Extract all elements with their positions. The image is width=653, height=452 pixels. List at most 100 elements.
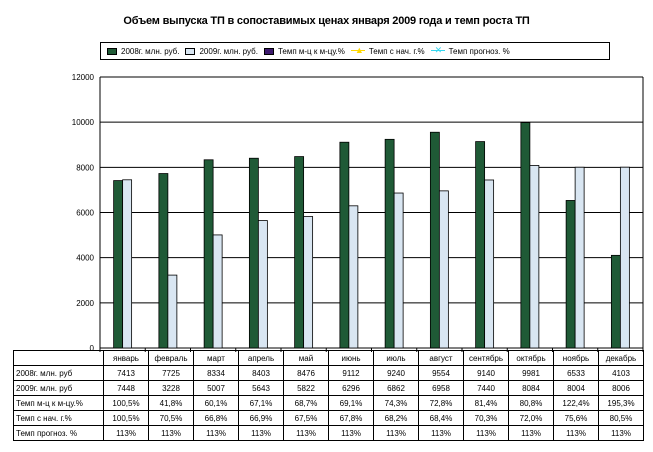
table-cell: 72,0%	[508, 410, 554, 426]
row-label: 2009г. млн. руб	[13, 380, 104, 396]
category-label: июнь	[328, 350, 374, 366]
row-label: Темп м-ц к м-цу.%	[13, 395, 104, 411]
table-cell: 8476	[283, 365, 329, 381]
table-cell: 9112	[328, 365, 374, 381]
table-cell: 72,8%	[418, 395, 464, 411]
table-cell: 9240	[373, 365, 419, 381]
bar-2008	[203, 159, 214, 349]
table-cell: 7413	[103, 365, 149, 381]
row-label: Темп с нач. г.%	[13, 410, 104, 426]
row-label: Темп прогноз. %	[13, 425, 104, 441]
table-cell: 6862	[373, 380, 419, 396]
bar-2008	[429, 131, 440, 349]
table-cell: 7440	[463, 380, 509, 396]
table-cell: 8334	[193, 365, 239, 381]
table-cell: 74,3%	[373, 395, 419, 411]
category-label: сентябрь	[463, 350, 509, 366]
y-tick-label: 4000	[76, 254, 94, 263]
legend-line-forecast-rate: ✕	[430, 46, 445, 55]
category-label: март	[193, 350, 239, 366]
table-cell: 7725	[148, 365, 194, 381]
table-cell: 195,3%	[598, 395, 644, 411]
bar-2008	[248, 157, 259, 349]
bar-2008	[294, 156, 305, 349]
table-cell: 80,8%	[508, 395, 554, 411]
table-row: Темп м-ц к м-цу.% 100,5% 41,8% 60,1% 67,1% 68…	[13, 395, 644, 411]
table-header-row: январь февраль март апрель май июнь июль август…	[13, 350, 644, 366]
y-tick-label: 2000	[76, 299, 94, 308]
table-row: 2008г. млн. руб 7413 7725 8334 8403 8476 9112 9…	[13, 365, 644, 381]
legend-line-ytd-rate: ▲	[350, 46, 365, 55]
category-label: февраль	[148, 350, 194, 366]
table-cell: 7448	[103, 380, 149, 396]
table-row: Темп с нач. г.% 100,5% 70,5% 66,8% 66,9% 67,5…	[13, 410, 644, 426]
table-cell: 60,1%	[193, 395, 239, 411]
bar-2009	[212, 234, 223, 349]
table-row: 2009г. млн. руб 7448 3228 5007 5643 5822 6296 6…	[13, 380, 644, 396]
category-label: август	[418, 350, 464, 366]
legend-label-ytd-rate: Темп с нач. г.%	[368, 46, 425, 56]
table-cell: 69,1%	[328, 395, 374, 411]
table-cell: 66,8%	[193, 410, 239, 426]
table-cell: 113%	[148, 425, 194, 441]
bar-2008	[475, 141, 486, 349]
bar-2009	[438, 190, 449, 349]
category-label: апрель	[238, 350, 284, 366]
legend-swatch-2009	[185, 47, 196, 55]
table-cell: 113%	[193, 425, 239, 441]
legend-swatch-monthly-rate	[263, 47, 274, 55]
table-cell: 5822	[283, 380, 329, 396]
bar-2009	[257, 220, 268, 349]
table-cell: 5007	[193, 380, 239, 396]
bar-2009	[484, 179, 495, 349]
table-cell: 6533	[553, 365, 599, 381]
table-cell: 113%	[328, 425, 374, 441]
legend-item-ytd-rate: ▲ Темп с нач. г.%	[350, 46, 425, 56]
category-label: июль	[373, 350, 419, 366]
bar-2008	[610, 254, 621, 349]
table-cell: 9981	[508, 365, 554, 381]
chart-title: Объем выпуска ТП в сопоставимых ценах ян…	[123, 15, 530, 27]
table-cell: 68,2%	[373, 410, 419, 426]
table-cell: 6958	[418, 380, 464, 396]
table-cell: 9140	[463, 365, 509, 381]
table-cell: 68,7%	[283, 395, 329, 411]
bar-2009	[393, 192, 404, 349]
table-cell: 80,5%	[598, 410, 644, 426]
y-tick-label: 8000	[76, 163, 94, 172]
table-cell: 8403	[238, 365, 284, 381]
category-label: декабрь	[598, 350, 644, 366]
table-cell: 113%	[463, 425, 509, 441]
table-cell: 9554	[418, 365, 464, 381]
table-cell: 8084	[508, 380, 554, 396]
table-cell: 113%	[238, 425, 284, 441]
table-cell: 113%	[283, 425, 329, 441]
legend-item-2009: 2009г. млн. руб.	[185, 47, 258, 56]
bar-2009	[303, 216, 314, 349]
table-cell: 122,4%	[553, 395, 599, 411]
y-tick-label: 10000	[72, 118, 95, 127]
table-cell: 113%	[508, 425, 554, 441]
y-tick-label: 0	[90, 344, 95, 353]
table-cell: 67,5%	[283, 410, 329, 426]
table-cell: 113%	[598, 425, 644, 441]
bar-2009	[167, 274, 178, 349]
table-cell: 66,9%	[238, 410, 284, 426]
table-cell: 6296	[328, 380, 374, 396]
table-cell: 100,5%	[103, 410, 149, 426]
bar-2008	[113, 180, 124, 349]
legend-item-monthly-rate: Темп м-ц к м-цу.%	[263, 46, 345, 56]
table-cell: 113%	[418, 425, 464, 441]
bar-2008	[565, 200, 576, 349]
legend-label-2008: 2008г. млн. руб.	[121, 46, 180, 56]
table-cell: 113%	[553, 425, 599, 441]
legend-label-forecast-rate: Темп прогноз. %	[448, 46, 510, 56]
table-cell: 4103	[598, 365, 644, 381]
table-cell: 75,6%	[553, 410, 599, 426]
category-label: октябрь	[508, 350, 554, 366]
legend-label-monthly-rate: Темп м-ц к м-цу.%	[277, 46, 345, 56]
table-cell: 67,1%	[238, 395, 284, 411]
category-label: январь	[103, 350, 149, 366]
table-cell: 8006	[598, 380, 644, 396]
